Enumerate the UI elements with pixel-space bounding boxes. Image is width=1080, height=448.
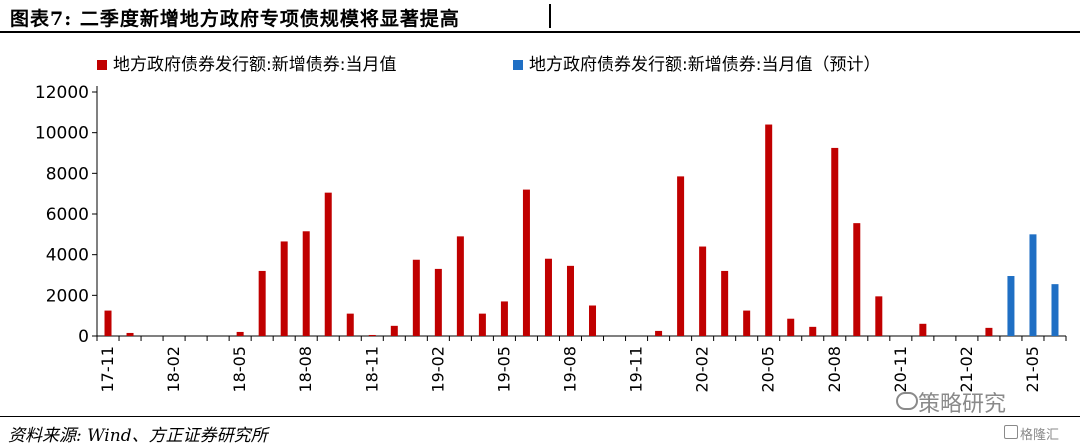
- y-tick-label: 2000: [46, 286, 89, 306]
- bar: [853, 223, 861, 336]
- x-tick-label: 20-02: [693, 346, 712, 393]
- x-tick-label: 19-08: [560, 346, 579, 393]
- bar: [522, 189, 530, 336]
- bar-series: [104, 124, 1059, 337]
- legend-swatch: [513, 60, 523, 70]
- chart-title: 图表7: 二季度新增地方政府专项债规模将显著提高: [10, 8, 460, 30]
- legend-label: 地方政府债券发行额:新增债券:当月值: [113, 55, 396, 75]
- bar: [589, 305, 597, 336]
- bar: [346, 313, 354, 336]
- x-tick-label: 18-05: [230, 346, 249, 393]
- y-tick-label: 0: [78, 327, 89, 347]
- source-note: 资料来源: Wind、方正证券研究所: [8, 426, 268, 446]
- bar: [456, 236, 464, 336]
- x-tick-label: 18-11: [362, 346, 381, 393]
- y-tick-label: 10000: [35, 124, 89, 144]
- bar: [743, 310, 751, 336]
- bar: [655, 330, 663, 336]
- x-tick-label: 19-11: [627, 346, 646, 393]
- y-axis: 0 2000 4000 6000 8000 10000 12000: [35, 83, 98, 347]
- bar: [1007, 276, 1015, 336]
- bar: [809, 326, 817, 336]
- bar: [258, 270, 266, 336]
- bar: [831, 147, 839, 336]
- y-tick-label: 4000: [46, 246, 89, 266]
- chart-legend: 地方政府债券发行额:新增债券:当月值 地方政府债券发行额:新增债券:当月值（预计）: [97, 55, 880, 75]
- chart-header: 图表7: 二季度新增地方政府专项债规模将显著提高: [0, 0, 1080, 30]
- bar: [985, 327, 993, 336]
- legend-label: 地方政府债券发行额:新增债券:当月值（预计）: [529, 55, 880, 75]
- bar: [787, 318, 795, 336]
- bar: [390, 325, 398, 336]
- bar: [919, 323, 927, 336]
- bar: [1051, 284, 1059, 336]
- bar: [721, 270, 729, 336]
- x-tick-label: 20-08: [825, 346, 844, 393]
- x-axis: 17-11 18-02 18-05 18-08 18-11 19-02 19-05 19-08…: [96, 335, 1067, 393]
- x-tick-label: 18-02: [164, 346, 183, 393]
- x-tick-label: 19-05: [494, 346, 513, 393]
- bar: [765, 124, 773, 337]
- y-tick-label: 6000: [46, 205, 89, 225]
- source-divider: [0, 416, 1080, 417]
- brand-logo-icon: [1004, 425, 1018, 439]
- x-tick-label: 19-02: [428, 346, 447, 393]
- x-tick-label: 20-05: [759, 346, 778, 393]
- bar: [368, 334, 376, 336]
- x-tick-label: 21-05: [1023, 346, 1042, 393]
- text-cursor: [549, 4, 551, 28]
- bar: [324, 192, 332, 336]
- bar: [1029, 234, 1037, 336]
- legend-swatch: [97, 60, 107, 70]
- bar: [566, 265, 574, 336]
- bar-chart: 地方政府债券发行额:新增债券:当月值 地方政府债券发行额:新增债券:当月值（预计）…: [35, 55, 1067, 393]
- brand-text: 格隆汇: [1020, 428, 1060, 443]
- bar: [412, 259, 420, 336]
- bar: [875, 296, 883, 336]
- y-tick-label: 12000: [35, 83, 89, 103]
- bar: [104, 310, 112, 336]
- x-tick-label: 18-08: [296, 346, 315, 393]
- bar: [478, 313, 486, 336]
- bar: [434, 268, 442, 336]
- bar: [699, 246, 707, 336]
- watermark-text: 策略研究: [918, 392, 1007, 417]
- bar: [236, 331, 244, 336]
- title-divider: [0, 31, 1080, 33]
- bar: [544, 258, 552, 336]
- bar: [126, 332, 134, 336]
- bar: [677, 176, 685, 336]
- bar: [302, 231, 310, 336]
- x-tick-label: 17-11: [98, 346, 117, 393]
- bar: [280, 241, 288, 336]
- x-tick-label: 20-11: [891, 346, 910, 393]
- y-tick-label: 8000: [46, 164, 89, 184]
- bar: [500, 301, 508, 336]
- wechat-icon: [896, 392, 918, 410]
- x-tick-label: 21-02: [957, 346, 976, 393]
